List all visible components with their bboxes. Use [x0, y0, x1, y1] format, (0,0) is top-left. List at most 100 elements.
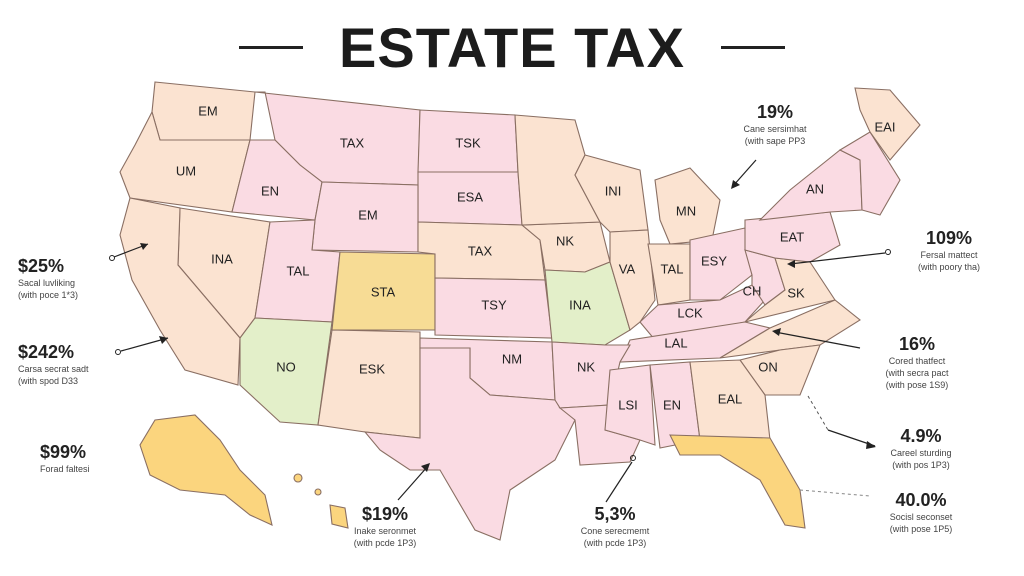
callout-note: Carsa secrat sadt (with spod D33 — [18, 364, 89, 386]
callout-note: Cane sersimhat (with sape PP3 — [743, 124, 807, 146]
state-label-in: TAL — [661, 261, 684, 276]
state-label-id: EN — [261, 183, 279, 198]
callout-c5: 5,3% Cone serecmemt (with pcde 1P3) — [560, 504, 670, 549]
callout-c2: $242% Carsa secrat sadt (with spod D33 — [18, 342, 118, 387]
callout-c1: $25% Sacal luvliking (with poce 1*3) — [18, 256, 114, 301]
arrow-head-c6 — [731, 180, 740, 189]
arrow-c7 — [789, 252, 886, 265]
arrow-c6 — [732, 159, 757, 187]
callout-arrows — [109, 159, 891, 503]
callout-note: Forad faltesi — [40, 464, 90, 474]
arrow-dot-c7 — [885, 249, 891, 255]
callout-note: Socisl seconset (with pose 1P5) — [889, 512, 953, 534]
state-label-nd: TSK — [455, 135, 481, 150]
callout-c10: 40.0% Socisl seconset (with pose 1P5) — [866, 490, 976, 535]
arrow-head-c7 — [787, 260, 795, 268]
state-ga[interactable] — [689, 359, 771, 441]
arrow-head-c4 — [421, 463, 430, 472]
state-label-wy: EM — [358, 207, 378, 222]
callout-note: Careel sturding (with pos 1P3) — [890, 448, 952, 470]
state-label-me: EAI — [875, 119, 896, 134]
callout-c7: 109% Fersal mattect (with poory tha) — [894, 228, 1004, 273]
state-label-ut: TAL — [287, 263, 310, 278]
state-oh[interactable] — [689, 227, 753, 301]
state-hi-2[interactable] — [314, 488, 322, 496]
state-ca[interactable] — [119, 197, 241, 386]
state-label-ar: NK — [577, 359, 595, 374]
state-label-pa: EAT — [780, 229, 804, 244]
state-label-mo: INA — [569, 297, 591, 312]
callout-value: $242% — [18, 342, 75, 362]
state-label-nm: ESK — [359, 361, 385, 376]
state-tx[interactable] — [363, 347, 576, 541]
state-label-tn: LAL — [664, 335, 687, 350]
state-label-or: UM — [176, 163, 196, 178]
callout-value: $25% — [18, 256, 65, 276]
callout-value: 16% — [898, 334, 936, 354]
callout-value: $99% — [40, 442, 87, 462]
title-bar: ESTATE TAX — [0, 12, 1024, 82]
title-rule-right — [721, 45, 785, 49]
callout-c6: 19% Cane sersimhat (with sape PP3 — [720, 102, 830, 147]
state-ak[interactable] — [139, 414, 273, 526]
title-rule-left — [239, 45, 303, 49]
callout-c9: 4.9% Careel sturding (with pos 1P3) — [866, 426, 976, 471]
state-fl[interactable] — [669, 434, 806, 529]
callout-value: 109% — [925, 228, 973, 248]
state-me[interactable] — [854, 87, 921, 161]
state-label-wi: INI — [605, 183, 622, 198]
state-label-va: SK — [787, 285, 805, 300]
arrow-c8 — [774, 331, 861, 349]
state-label-ga: EAL — [718, 391, 743, 406]
states-layer — [119, 81, 921, 541]
arrow-c4 — [397, 465, 429, 501]
state-hi-1[interactable] — [293, 473, 303, 483]
callout-note: Fersal mattect (with poory tha) — [917, 250, 981, 272]
arrow-dot-c2 — [115, 349, 121, 355]
state-label-ks: TSY — [481, 297, 507, 312]
dashed-c10 — [799, 489, 871, 497]
state-labels: EM UM TAX EN TSK ESA EM INA TAL STA TAX … — [176, 103, 896, 412]
state-label-ne: TAX — [468, 243, 493, 258]
state-label-wv: CH — [743, 283, 762, 298]
state-label-ok: NM — [502, 351, 522, 366]
callout-value: 5,3% — [594, 504, 636, 524]
callout-note: Sacal luvliking (with poce 1*3) — [18, 278, 79, 300]
callout-note: Inake seronmet (with pcde 1P3) — [353, 526, 417, 548]
state-az[interactable] — [239, 317, 333, 426]
callout-c3: $99% Forad faltesi — [40, 442, 130, 475]
state-label-ia: NK — [556, 233, 574, 248]
state-label-nv: INA — [211, 251, 233, 266]
callout-c4: $19% Inake seronmet (with pcde 1P3) — [330, 504, 440, 549]
arrow-c5 — [605, 461, 633, 503]
state-label-ky: LCK — [677, 305, 703, 320]
callout-value: 19% — [756, 102, 794, 122]
state-label-ny: AN — [806, 181, 824, 196]
arrow-dot-c5 — [630, 455, 636, 461]
callout-value: 40.0% — [895, 490, 947, 510]
state-ms[interactable] — [604, 364, 656, 446]
state-nm[interactable] — [317, 329, 421, 439]
state-label-ms: LSI — [618, 397, 638, 412]
state-label-co: STA — [371, 284, 396, 299]
callout-value: $19% — [361, 504, 409, 524]
callout-note: Cone serecmemt (with pcde 1P3) — [580, 526, 650, 548]
state-label-az: NO — [276, 359, 296, 374]
state-wy[interactable] — [311, 181, 419, 253]
state-or[interactable] — [119, 110, 251, 213]
arrow-c2 — [120, 337, 169, 352]
state-hi-3[interactable] — [329, 504, 349, 529]
callout-value: 4.9% — [900, 426, 942, 446]
dashed-c9 — [807, 395, 829, 431]
callout-c8: 16% Cored thatfect (with secra pact (wit… — [862, 334, 972, 391]
state-label-wa: EM — [198, 103, 218, 118]
state-label-al: EN — [663, 397, 681, 412]
arrow-head-c2 — [159, 336, 168, 344]
state-label-il: VA — [619, 261, 636, 276]
state-label-mi: MN — [676, 203, 696, 218]
arrow-dot-c1 — [109, 255, 115, 261]
arrow-head-c9 — [866, 441, 876, 449]
arrow-head-c1 — [140, 243, 148, 250]
